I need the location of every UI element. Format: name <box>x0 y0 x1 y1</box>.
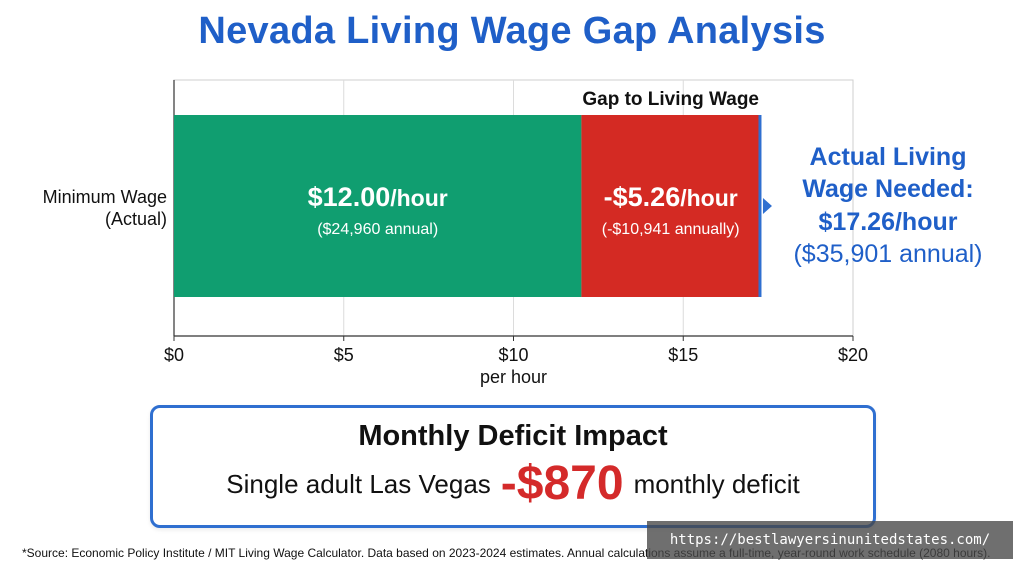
x-tick-label: $15 <box>668 345 698 365</box>
x-tick-label: $0 <box>164 345 184 365</box>
bar-data-sublabel: (-$10,941 annually) <box>602 221 740 238</box>
wage-gap-chart: $12.00/hour ($24,960 annual) -$5.26/hour (-… <box>43 79 983 387</box>
x-tick-label: $20 <box>838 345 868 365</box>
series-label: Gap to Living Wage <box>582 89 759 110</box>
marker-arrow-icon <box>762 198 772 214</box>
x-tick-label: $5 <box>334 345 354 365</box>
category-label: (Actual) <box>105 209 167 229</box>
watermark-url: https://bestlawyersinunitedstates.com/ <box>647 521 1013 559</box>
bar-segment <box>174 115 582 297</box>
living-wage-annotation: Wage Needed: <box>802 175 973 203</box>
category-label: Minimum Wage <box>43 187 167 207</box>
bar-data-label: -$5.26/hour <box>604 182 738 212</box>
bar-data-label: $12.00/hour <box>308 182 448 212</box>
living-wage-annotation: Actual Living <box>810 143 967 171</box>
deficit-suffix: monthly deficit <box>633 468 800 499</box>
bar-data-sublabel: ($24,960 annual) <box>317 221 438 238</box>
bar-segment <box>581 115 760 297</box>
deficit-heading: Monthly Deficit Impact <box>358 420 668 452</box>
living-wage-annotation: $17.26/hour <box>819 208 958 236</box>
deficit-prefix: Single adult Las Vegas <box>226 468 491 499</box>
x-axis-label: per hour <box>480 367 547 387</box>
monthly-deficit-box: Monthly Deficit Impact Single adult Las … <box>150 405 876 528</box>
deficit-amount: -$870 <box>500 457 624 510</box>
x-tick-label: $10 <box>498 345 528 365</box>
living-wage-annotation: ($35,901 annual) <box>793 240 982 268</box>
page-title: Nevada Living Wage Gap Analysis <box>198 10 826 52</box>
deficit-line: Single adult Las Vegas -$870 monthly def… <box>153 460 873 508</box>
